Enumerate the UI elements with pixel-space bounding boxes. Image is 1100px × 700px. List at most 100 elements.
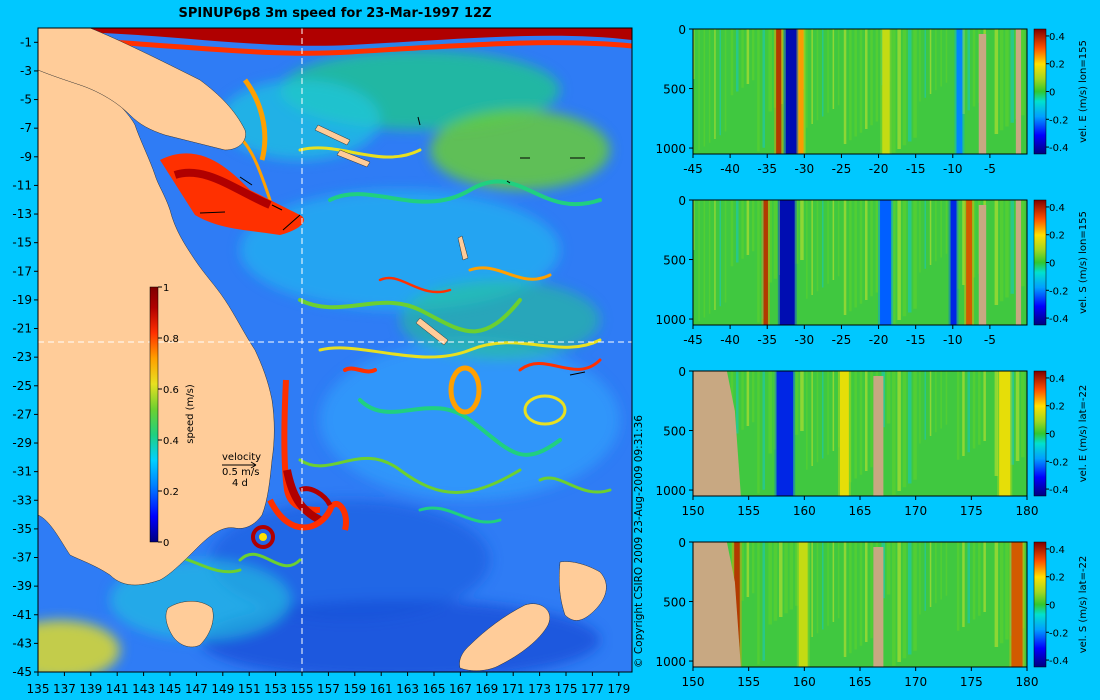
section-x-tick-label: 165 <box>849 675 872 689</box>
section-x-tick-label: 165 <box>849 504 872 518</box>
section-streak <box>945 371 948 425</box>
section-streak <box>967 542 970 624</box>
section-streak <box>751 371 755 423</box>
section-colorbar-tick-label: 0.4 <box>1049 374 1065 385</box>
section-streak <box>940 371 942 429</box>
map-x-tick-label: 173 <box>528 682 551 696</box>
section-land-mask <box>1015 29 1022 154</box>
section-jet-halo <box>732 542 742 667</box>
speed-colorbar-tick-label: 0 <box>163 538 169 549</box>
section-streak <box>962 542 965 627</box>
section-jet-feature <box>779 200 795 325</box>
section-x-tick-label: -5 <box>984 333 996 347</box>
section-colorbar-tick-label: -0.4 <box>1049 143 1069 154</box>
section-streak <box>929 371 932 436</box>
section-streak <box>811 200 813 295</box>
new-zealand-north <box>558 561 607 621</box>
section-jet-feature <box>776 29 782 154</box>
section-y-tick-label: 1000 <box>655 313 686 327</box>
section-x-tick-label: -40 <box>720 333 740 347</box>
section-jet-feature <box>882 29 890 154</box>
section-colorbar <box>1033 370 1047 497</box>
section-streak <box>757 542 760 665</box>
section-x-tick-label: -15 <box>906 162 926 176</box>
section-streak <box>859 371 863 475</box>
section-jet-halo <box>783 29 800 154</box>
map-x-tick-label: 161 <box>370 682 393 696</box>
section-jet-feature <box>798 542 808 667</box>
section-y-tick-label: 1000 <box>655 142 686 156</box>
section-streak <box>698 200 700 322</box>
map-y-tick-label: -23 <box>12 350 32 364</box>
section-streak <box>945 29 948 83</box>
section-streak <box>724 29 727 132</box>
section-streak <box>929 200 932 265</box>
section-streak <box>708 200 711 314</box>
map-y-tick-label: -29 <box>12 436 32 450</box>
section-streak <box>794 542 799 606</box>
section-streak <box>897 371 901 491</box>
speed-colorbar-tick-label: 0.4 <box>163 436 179 447</box>
section-streak <box>865 200 868 300</box>
section-streak <box>913 542 917 651</box>
section-streak <box>843 200 847 315</box>
section-streak <box>902 542 907 659</box>
section-streak <box>849 371 852 483</box>
section-jet-halo <box>997 371 1013 496</box>
map-x-tick-label: 143 <box>132 682 155 696</box>
section-colorbar-tick-label: 0 <box>1049 259 1055 270</box>
section-streak <box>762 29 765 148</box>
section-y-tick-label: 0 <box>678 23 686 37</box>
map-x-tick-label: 175 <box>555 682 578 696</box>
section-streak <box>1005 200 1009 298</box>
section-streak <box>768 371 772 454</box>
section-streak <box>762 542 765 661</box>
section-streak <box>892 29 896 153</box>
section-streak <box>1010 29 1014 123</box>
section-streak <box>714 200 716 310</box>
section-streak <box>897 200 901 320</box>
map-x-tick-label: 137 <box>53 682 76 696</box>
section-streak <box>736 200 739 263</box>
section-jet-feature <box>776 371 794 496</box>
section-streak <box>1021 371 1025 458</box>
section-x-tick-label: -35 <box>757 162 777 176</box>
section-streak <box>859 200 863 304</box>
section-streak <box>806 371 808 470</box>
section-jet-feature <box>734 542 740 667</box>
section-colorbar-tick-label: -0.2 <box>1049 115 1069 126</box>
section-land-mask <box>978 205 987 325</box>
map-y-tick-label: -45 <box>12 665 32 679</box>
velocity-key-arrowhead <box>250 461 257 469</box>
section-jet-feature <box>966 200 973 325</box>
section-streak <box>962 29 965 114</box>
section-x-tick-label: 170 <box>904 675 927 689</box>
section-streak <box>919 200 921 273</box>
section-streak <box>811 371 813 466</box>
section-colorbar-label: vel. S (m/s) lon=155 <box>1078 211 1089 314</box>
map-x-tick-label: 141 <box>106 682 129 696</box>
section-jet-halo <box>880 29 892 154</box>
section-streak <box>800 200 804 260</box>
section-streak <box>956 371 960 460</box>
map-y-tick-label: -5 <box>20 93 32 107</box>
section-colorbar-tick-label: -0.4 <box>1049 485 1069 496</box>
map-x-tick-label: 145 <box>159 682 182 696</box>
speed-colorbar-tick-label: 1 <box>163 283 169 294</box>
map-y-tick-label: -21 <box>12 322 32 336</box>
tasmania-land <box>165 601 214 648</box>
section-streak <box>908 542 912 655</box>
section-streak <box>929 542 932 607</box>
section-colorbar-tick-label: -0.2 <box>1049 457 1069 468</box>
section-streak <box>945 542 948 596</box>
map-title: SPINUP6p8 3m speed for 23-Mar-1997 12Z <box>179 6 492 21</box>
velocity-key-time: 4 d <box>232 478 248 489</box>
section-frame <box>692 28 1028 155</box>
section-colorbar <box>1033 28 1047 155</box>
section-streak <box>730 200 734 267</box>
section-streak <box>773 200 778 279</box>
new-guinea-land <box>38 28 246 151</box>
speed-colorbar-ticks: 1 0.8 0.6 0.4 0.2 0 <box>158 283 179 549</box>
section-x-tick-label: -25 <box>832 162 852 176</box>
section-streak <box>741 371 744 430</box>
